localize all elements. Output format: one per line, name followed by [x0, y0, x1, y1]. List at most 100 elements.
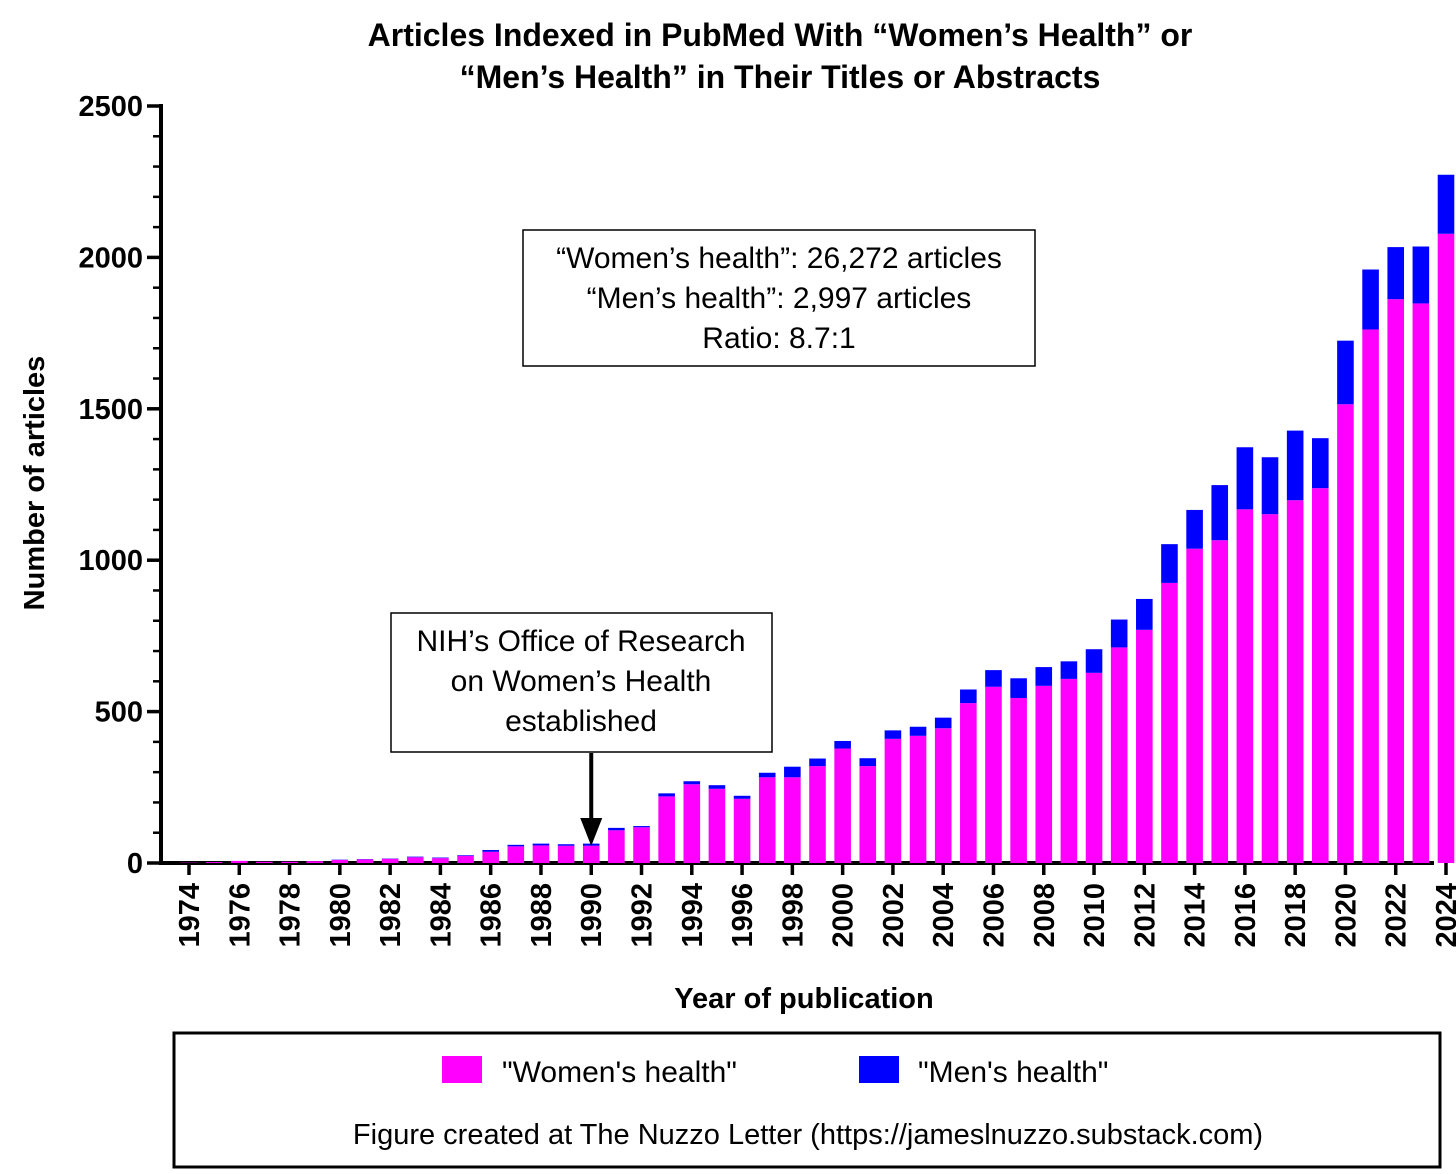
x-tick-label: 2000	[828, 883, 860, 948]
bar-men-2018	[1286, 430, 1304, 501]
bar-women-1993	[658, 796, 675, 863]
bar-women-1975	[205, 862, 223, 863]
bar-women-2002	[884, 738, 902, 863]
x-tick-label: 1974	[174, 883, 206, 948]
x-tick-label: 1986	[476, 883, 508, 948]
bar-women-1994	[683, 784, 701, 863]
x-tick-label: 2006	[978, 883, 1010, 948]
x-tick-label: 1990	[576, 883, 608, 948]
y-tick-labels: 0 500 1000 1500 2000 2500	[78, 91, 143, 880]
bar-men-1983	[406, 856, 424, 858]
summary-line-2: “Men’s health”: 2,997 articles	[587, 282, 972, 315]
x-tick-label: 2018	[1280, 883, 1312, 948]
bar-men-2023	[1412, 246, 1430, 304]
bar-men-2008	[1035, 667, 1053, 686]
bar-men-2009	[1060, 661, 1078, 679]
bar-men-2019	[1312, 438, 1329, 489]
bar-men-1984	[432, 857, 449, 859]
chart-title-line-1: Articles Indexed in PubMed With “Women’s…	[368, 17, 1193, 53]
legend-swatch-men	[859, 1056, 899, 1083]
legend-label-men: "Men's health"	[918, 1056, 1108, 1089]
y-tick-label: 2000	[78, 242, 143, 274]
bar-women-1996	[733, 798, 751, 863]
bar-women-2019	[1312, 488, 1329, 863]
bar-men-1989	[557, 844, 575, 846]
bar-women-2008	[1035, 685, 1053, 863]
y-tick-label: 500	[95, 697, 143, 729]
bar-men-2024	[1437, 174, 1455, 234]
x-tick-label: 2010	[1079, 883, 1111, 948]
summary-line-3: Ratio: 8.7:1	[702, 322, 855, 355]
summary-line-1: “Women’s health”: 26,272 articles	[556, 242, 1002, 275]
bar-women-1999	[809, 766, 826, 863]
bar-men-2017	[1261, 457, 1279, 515]
bar-women-1986	[482, 851, 499, 863]
bar-men-1996	[733, 795, 751, 799]
bar-women-1988	[532, 845, 550, 863]
x-tick-label: 1994	[677, 883, 709, 948]
x-tick-label: 2014	[1180, 883, 1212, 948]
bar-women-1977	[256, 861, 273, 863]
y-tick-label: 2500	[78, 91, 143, 123]
x-tick-labels: 1974 1976 1978 1980 1982 1984 1986 1988 1990 1992…	[174, 883, 1456, 948]
bar-women-2003	[909, 735, 927, 863]
bar-women-1978	[281, 861, 298, 863]
bar-men-1994	[683, 781, 701, 785]
x-tick-label: 2020	[1330, 883, 1362, 948]
bar-women-2011	[1110, 647, 1128, 863]
bar-women-1982	[381, 858, 399, 863]
bar-women-1995	[708, 788, 726, 863]
bar-men-2020	[1337, 340, 1354, 405]
legend-label-women: "Women's health"	[502, 1056, 737, 1089]
bar-women-1992	[633, 827, 650, 863]
bar-men-2022	[1387, 247, 1405, 300]
bar-men-2013	[1161, 544, 1178, 583]
bar-women-2018	[1286, 500, 1304, 863]
bar-women-2024	[1437, 233, 1455, 863]
bar-men-2011	[1110, 619, 1128, 648]
x-tick-label: 1996	[727, 883, 759, 948]
bar-men-1986	[482, 849, 499, 852]
x-tick-label: 2002	[878, 883, 910, 948]
y-axis-label: Number of articles	[19, 356, 51, 611]
bar-men-2004	[934, 717, 952, 729]
bar-women-2009	[1060, 678, 1078, 863]
bar-women-2021	[1362, 329, 1379, 863]
x-tick-label: 1984	[425, 883, 457, 948]
bar-women-2013	[1161, 582, 1178, 863]
x-axis-label: Year of publication	[674, 983, 933, 1015]
bar-women-2007	[1010, 697, 1027, 863]
x-tick-label: 2022	[1381, 883, 1413, 948]
bar-women-1980	[331, 859, 349, 863]
bar-men-2014	[1186, 509, 1203, 549]
y-tick-label: 0	[127, 848, 143, 880]
bar-men-1985	[457, 855, 474, 856]
x-tick-label: 1976	[224, 883, 256, 948]
bar-men-1997	[758, 772, 776, 778]
bar-men-1995	[708, 785, 726, 789]
bars	[180, 174, 1455, 863]
bar-women-2023	[1412, 303, 1430, 863]
x-tick-label: 2008	[1029, 883, 1061, 948]
bar-women-2022	[1387, 299, 1405, 863]
figure-credit: Figure created at The Nuzzo Letter (http…	[353, 1119, 1263, 1151]
bar-men-2015	[1211, 485, 1229, 541]
bar-men-2021	[1362, 269, 1379, 330]
bar-women-2012	[1136, 629, 1153, 863]
nih-line-2: on Women’s Health	[451, 665, 712, 698]
legend-swatch-women	[442, 1056, 482, 1083]
summary-annotation: “Women’s health”: 26,272 articles “Men’s…	[522, 229, 1036, 367]
legend: "Women's health" "Men's health" Figure c…	[172, 1031, 1442, 1169]
x-tick-label: 2016	[1230, 883, 1262, 948]
bar-men-1998	[784, 766, 801, 778]
bar-men-2007	[1010, 678, 1027, 698]
bar-women-1987	[507, 846, 525, 863]
bar-men-2003	[909, 726, 927, 736]
bar-women-2010	[1085, 672, 1103, 863]
bar-women-2016	[1236, 509, 1254, 863]
y-tick-label: 1500	[78, 394, 143, 426]
bar-men-2002	[884, 730, 902, 739]
bar-women-1991	[608, 830, 625, 863]
bar-women-1976	[230, 860, 248, 863]
